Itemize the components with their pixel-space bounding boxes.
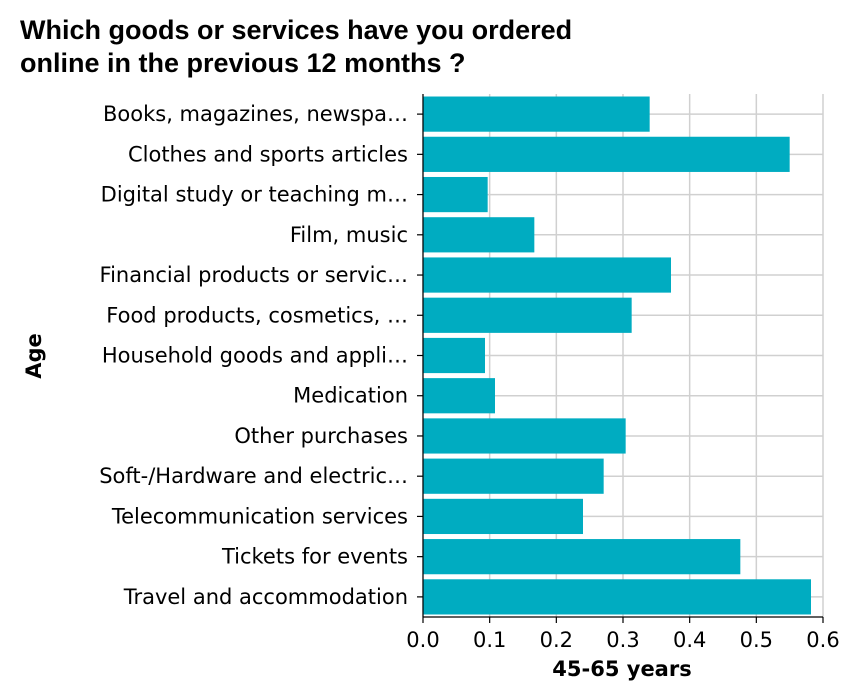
bar xyxy=(423,96,650,132)
category-label: Soft-/Hardware and electric… xyxy=(99,464,408,488)
x-tick-label: 0.2 xyxy=(540,628,573,652)
x-tick-label: 0.5 xyxy=(740,628,773,652)
category-label: Clothes and sports articles xyxy=(128,142,408,166)
y-axis: Books, magazines, newspa… Clothes and spo… xyxy=(99,94,424,617)
bar xyxy=(423,539,741,575)
x-tick-label: 0.0 xyxy=(406,628,439,652)
bar xyxy=(423,136,790,172)
category-label: Medication xyxy=(293,384,408,408)
bar xyxy=(423,297,632,333)
x-tick-label: 0.1 xyxy=(473,628,506,652)
category-label: Tickets for events xyxy=(221,545,408,569)
category-label: Telecommunication services xyxy=(111,504,408,528)
bar xyxy=(423,378,495,414)
bar xyxy=(423,498,583,535)
bar xyxy=(423,217,535,253)
category-label: Books, magazines, newspa… xyxy=(103,102,408,126)
bar xyxy=(423,418,626,454)
category-label: Other purchases xyxy=(234,424,408,448)
category-label: Food products, cosmetics, … xyxy=(106,303,408,327)
chart-title: Which goods or services have you ordered… xyxy=(20,15,573,78)
bars xyxy=(423,96,811,615)
bar xyxy=(423,257,671,293)
x-tick-label: 0.3 xyxy=(606,628,639,652)
category-label: Household goods and appli… xyxy=(102,344,408,368)
category-label: Digital study or teaching m… xyxy=(101,183,408,207)
y-axis-title: Age xyxy=(22,333,46,379)
bar xyxy=(423,337,485,374)
bar xyxy=(423,579,811,615)
x-axis: 0.0 0.1 0.2 0.3 0.4 0.5 0.6 xyxy=(406,616,840,652)
x-tick-label: 0.4 xyxy=(673,628,706,652)
category-label: Travel and accommodation xyxy=(123,585,408,609)
x-axis-title: 45-65 years xyxy=(552,657,691,681)
bar xyxy=(423,458,604,494)
category-label: Film, music xyxy=(290,223,408,247)
bar xyxy=(423,176,488,213)
category-label: Financial products or servic… xyxy=(100,263,408,287)
x-tick-label: 0.6 xyxy=(806,628,839,652)
